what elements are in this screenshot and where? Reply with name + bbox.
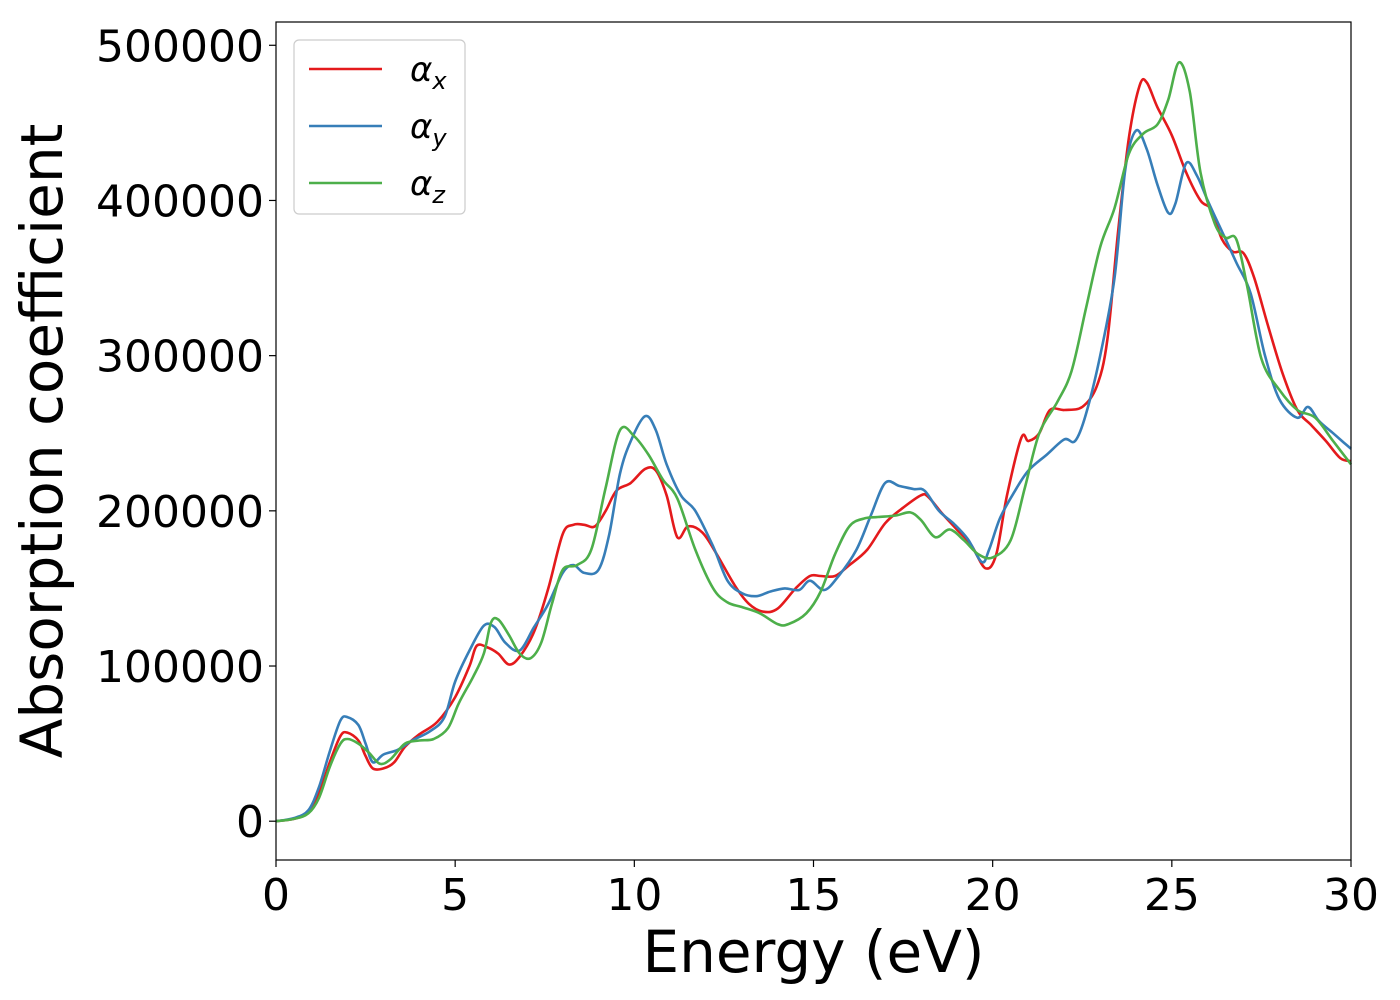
ticks-layer: 0 5 10 15 20 25 30 0 100000 200000 300000 400000 500… [96, 21, 1379, 921]
x-tick-label: 10 [606, 870, 662, 921]
x-tick-label: 0 [262, 870, 290, 921]
y-tick-label: 300000 [96, 332, 264, 383]
series-line-x [275, 77, 1352, 823]
plot-frame [275, 21, 1352, 861]
legend-label-y: αy [410, 107, 447, 152]
y-axis-label: Absorption coefficient [8, 124, 76, 759]
y-tick-label: 100000 [96, 642, 264, 693]
legend-label-x: αx [410, 50, 447, 95]
y-tick-label: 200000 [96, 487, 264, 538]
legend: αx αy αz [293, 39, 466, 215]
series-layer [275, 61, 1353, 823]
series-line-z [275, 61, 1353, 823]
series-line-y [275, 128, 1352, 823]
y-tick-label: 500000 [96, 21, 264, 72]
x-tick-label: 20 [965, 870, 1021, 921]
x-tick-label: 5 [441, 870, 469, 921]
y-tick-label: 400000 [96, 176, 264, 227]
x-axis-label: Energy (eV) [642, 918, 984, 986]
x-tick-label: 30 [1323, 870, 1379, 921]
legend-label-z: αz [410, 164, 446, 209]
x-tick-label: 15 [786, 870, 842, 921]
x-tick-label: 25 [1144, 870, 1200, 921]
y-tick-label: 0 [236, 797, 264, 848]
